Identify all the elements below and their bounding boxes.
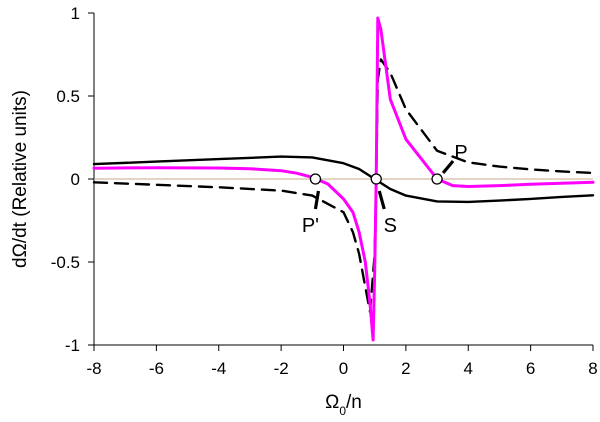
y-tick-label: 1	[71, 4, 80, 23]
x-tick-label: -8	[86, 359, 101, 378]
x-tick-label: 8	[588, 359, 597, 378]
x-tick-label: -6	[149, 359, 164, 378]
y-axis-label: dΩ/dt (Relative units)	[10, 90, 31, 268]
series-line-0	[92, 155, 595, 204]
x-axis-label: Ω0/n	[325, 392, 362, 418]
x-tick-label: -4	[211, 359, 226, 378]
point-marker	[309, 173, 322, 185]
x-tick-label: 0	[339, 359, 348, 378]
point-leader	[377, 190, 386, 210]
point-marker	[370, 173, 382, 185]
point-leader	[441, 159, 455, 175]
point-markers: P' S P	[302, 142, 468, 237]
series-line-1	[92, 58, 595, 313]
x-axis-label-base: Ω	[325, 392, 339, 413]
y-tick-label: 0	[71, 170, 80, 189]
y-tick-label: 0.5	[56, 87, 80, 106]
point-leader	[313, 190, 321, 210]
series-layer	[92, 16, 595, 342]
x-axis-ticks: -8 -6 -4 -2 0 2 4 6 8	[86, 345, 598, 378]
x-tick-label: 6	[526, 359, 535, 378]
point-label: P	[454, 142, 467, 164]
x-tick-label: -2	[274, 359, 289, 378]
point-marker	[431, 173, 443, 185]
x-axis-label-subscript: 0	[339, 404, 346, 418]
point-label: S	[384, 215, 397, 237]
x-tick-label: 4	[464, 359, 473, 378]
y-tick-label: -1	[65, 336, 80, 355]
x-tick-label: 2	[401, 359, 410, 378]
y-tick-label: -0.5	[51, 253, 80, 272]
series-line-2	[92, 16, 595, 342]
point-label: P'	[302, 215, 319, 237]
y-axis-ticks: 1 0.5 0 -0.5 -1	[51, 4, 94, 355]
x-axis-label-tail: /n	[346, 392, 362, 413]
